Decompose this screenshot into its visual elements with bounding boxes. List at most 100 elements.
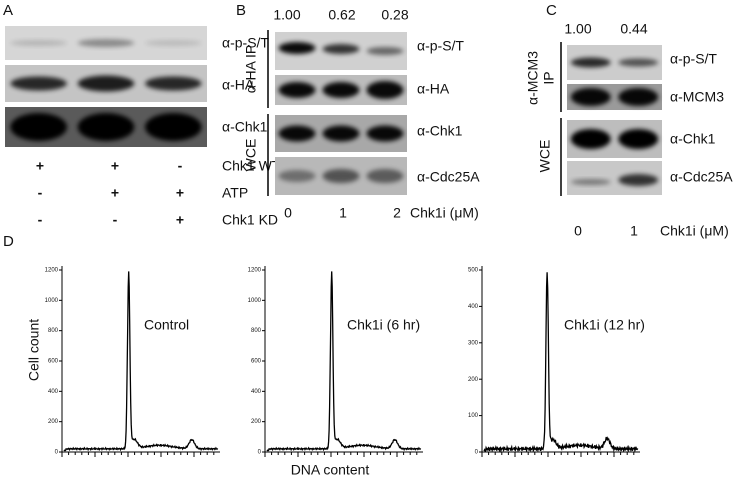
y-tick-label: 600 (48, 359, 59, 365)
band (278, 125, 316, 142)
blot-label: α-HA (222, 77, 255, 93)
panel-label: C (546, 2, 557, 19)
band (366, 47, 404, 55)
band (322, 44, 360, 54)
y-tick-label: 1000 (248, 298, 262, 304)
y-tick-label: 400 (48, 389, 59, 395)
dose-label: Chk1i (μM) (660, 223, 729, 239)
band (366, 81, 404, 99)
blot-label: α-p-S/T (670, 51, 717, 67)
histogram (63, 271, 219, 452)
axis-label: DNA content (291, 462, 370, 478)
blot-label: α-HA (417, 81, 450, 97)
band (570, 88, 611, 106)
band (618, 174, 659, 186)
quantification: 1.00 (564, 21, 591, 37)
y-tick-label: 800 (48, 328, 59, 334)
y-tick-label: 0 (475, 450, 479, 456)
blot-label: α-p-S/T (222, 35, 269, 51)
dose: 1 (630, 223, 638, 239)
panel-label: A (3, 2, 13, 19)
band (322, 169, 360, 183)
treatment-mark: - (38, 185, 43, 201)
band (278, 82, 316, 98)
group-label: IP (541, 71, 557, 84)
y-tick-label: 0 (258, 450, 262, 456)
y-tick-label: 0 (55, 450, 59, 456)
band (145, 113, 202, 141)
treatment-name: Chk1 KD (222, 212, 278, 228)
dose: 0 (574, 223, 582, 239)
y-tick-label: 500 (468, 268, 479, 274)
y-tick-label: 1200 (45, 268, 59, 274)
band (278, 42, 316, 54)
band (366, 125, 404, 142)
blot-label: α-p-S/T (417, 38, 464, 54)
band (570, 179, 611, 185)
band (77, 113, 135, 141)
dose: 0 (284, 205, 292, 221)
plot-title: Chk1i (6 hr) (347, 317, 420, 333)
group-label: WCE (537, 140, 553, 173)
band (618, 129, 659, 149)
y-tick-label: 200 (468, 377, 479, 383)
band (10, 76, 67, 91)
band (366, 169, 404, 183)
panel-label: B (236, 2, 246, 19)
band (618, 58, 659, 67)
panel-label: D (3, 233, 14, 250)
treatment-mark: + (36, 158, 44, 174)
blot-label: α-Chk1 (417, 123, 463, 139)
y-tick-label: 400 (251, 389, 262, 395)
blot-label: α-Cdc25A (670, 169, 733, 185)
histogram (483, 272, 639, 454)
group-label: WCE (243, 139, 259, 172)
dose-label: Chk1i (μM) (410, 205, 479, 221)
treatment-mark: + (111, 185, 119, 201)
treatment-mark: + (176, 212, 184, 228)
quantification: 0.44 (620, 21, 647, 37)
group-label: α-HA IP (243, 45, 259, 94)
quantification: 1.00 (273, 7, 300, 23)
band (278, 170, 316, 182)
treatment-name: ATP (222, 185, 248, 201)
blot-label: α-MCM3 (670, 89, 724, 105)
band (77, 39, 135, 47)
blot-label: α-Chk1 (222, 119, 268, 135)
y-tick-label: 100 (468, 413, 479, 419)
dose: 1 (339, 205, 347, 221)
band (618, 88, 659, 106)
band (145, 40, 202, 46)
y-tick-label: 400 (468, 304, 479, 310)
y-tick-label: 1200 (248, 268, 262, 274)
plot-title: Chk1i (12 hr) (564, 317, 645, 333)
treatment-mark: - (38, 212, 43, 228)
axis-label: Cell count (26, 319, 42, 381)
band (10, 113, 67, 141)
treatment-mark: - (178, 158, 183, 174)
y-tick-label: 300 (468, 340, 479, 346)
band (570, 129, 611, 149)
blot-label: α-Cdc25A (417, 169, 480, 185)
quantification: 0.62 (328, 7, 355, 23)
treatment-mark: - (113, 212, 118, 228)
band (145, 76, 202, 91)
y-tick-label: 200 (48, 419, 59, 425)
blot-label: α-Chk1 (670, 131, 716, 147)
band (77, 75, 135, 92)
treatment-name: Chk1 WT (222, 158, 281, 174)
band (322, 125, 360, 142)
quantification: 0.28 (381, 7, 408, 23)
histogram (266, 271, 422, 452)
band (570, 57, 611, 68)
y-tick-label: 1000 (45, 298, 59, 304)
y-tick-label: 600 (251, 359, 262, 365)
group-label: α-MCM3 (525, 51, 541, 105)
band (10, 40, 67, 46)
band (322, 82, 360, 98)
treatment-mark: + (111, 158, 119, 174)
plot-title: Control (144, 317, 189, 333)
y-tick-label: 800 (251, 328, 262, 334)
dose: 2 (393, 205, 401, 221)
